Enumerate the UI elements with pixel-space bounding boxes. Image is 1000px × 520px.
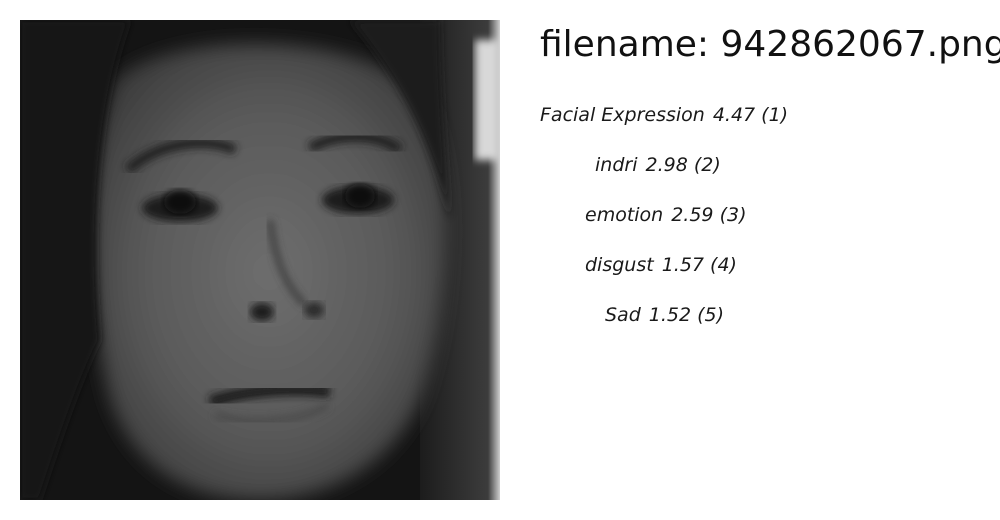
list-item: disgust 1.57 (4) — [540, 251, 800, 301]
label-score: 2.98 (2) — [645, 154, 721, 176]
label-score: 1.57 (4) — [661, 254, 737, 276]
list-item: Sad 1.52 (5) — [540, 301, 800, 351]
face-photo — [20, 20, 500, 500]
list-item: indri 2.98 (2) — [540, 151, 800, 201]
list-item: Facial Expression 4.47 (1) — [540, 101, 800, 151]
label-name: Facial Expression — [540, 104, 705, 126]
label-name: disgust — [585, 254, 654, 276]
label-score: 1.52 (5) — [648, 304, 725, 326]
label-score: 4.47 (1) — [712, 104, 789, 126]
list-item: emotion 2.59 (3) — [540, 201, 800, 251]
label-score: 2.59 (3) — [671, 204, 747, 226]
face-photo-icon — [20, 20, 500, 500]
label-list: Facial Expression 4.47 (1) indri 2.98 (2) … — [540, 101, 800, 351]
label-name: Sad — [605, 304, 641, 326]
label-name: indri — [595, 154, 638, 176]
filename-title: filename: 942862067.png — [540, 24, 1000, 65]
label-name: emotion — [585, 204, 664, 226]
